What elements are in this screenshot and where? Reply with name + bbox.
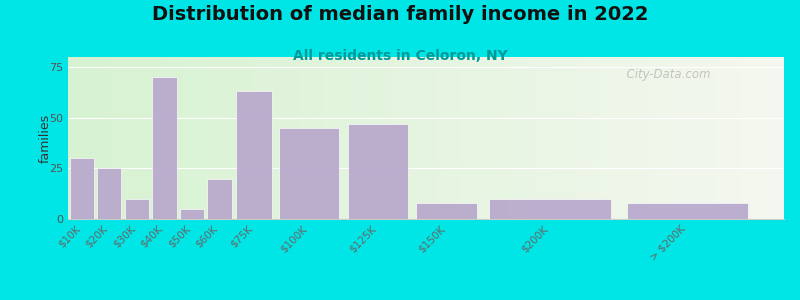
Bar bbox=[236, 92, 272, 219]
Bar bbox=[490, 199, 610, 219]
Text: Distribution of median family income in 2022: Distribution of median family income in … bbox=[152, 4, 648, 23]
Bar bbox=[347, 124, 408, 219]
Bar bbox=[278, 128, 339, 219]
Text: All residents in Celoron, NY: All residents in Celoron, NY bbox=[293, 50, 507, 64]
Bar bbox=[152, 77, 177, 219]
Bar bbox=[97, 168, 122, 219]
Bar bbox=[627, 203, 748, 219]
Y-axis label: families: families bbox=[38, 113, 51, 163]
Text: City-Data.com: City-Data.com bbox=[619, 68, 711, 81]
Bar bbox=[125, 199, 149, 219]
Bar bbox=[416, 203, 477, 219]
Bar bbox=[180, 209, 204, 219]
Bar bbox=[207, 178, 231, 219]
Bar bbox=[70, 158, 94, 219]
